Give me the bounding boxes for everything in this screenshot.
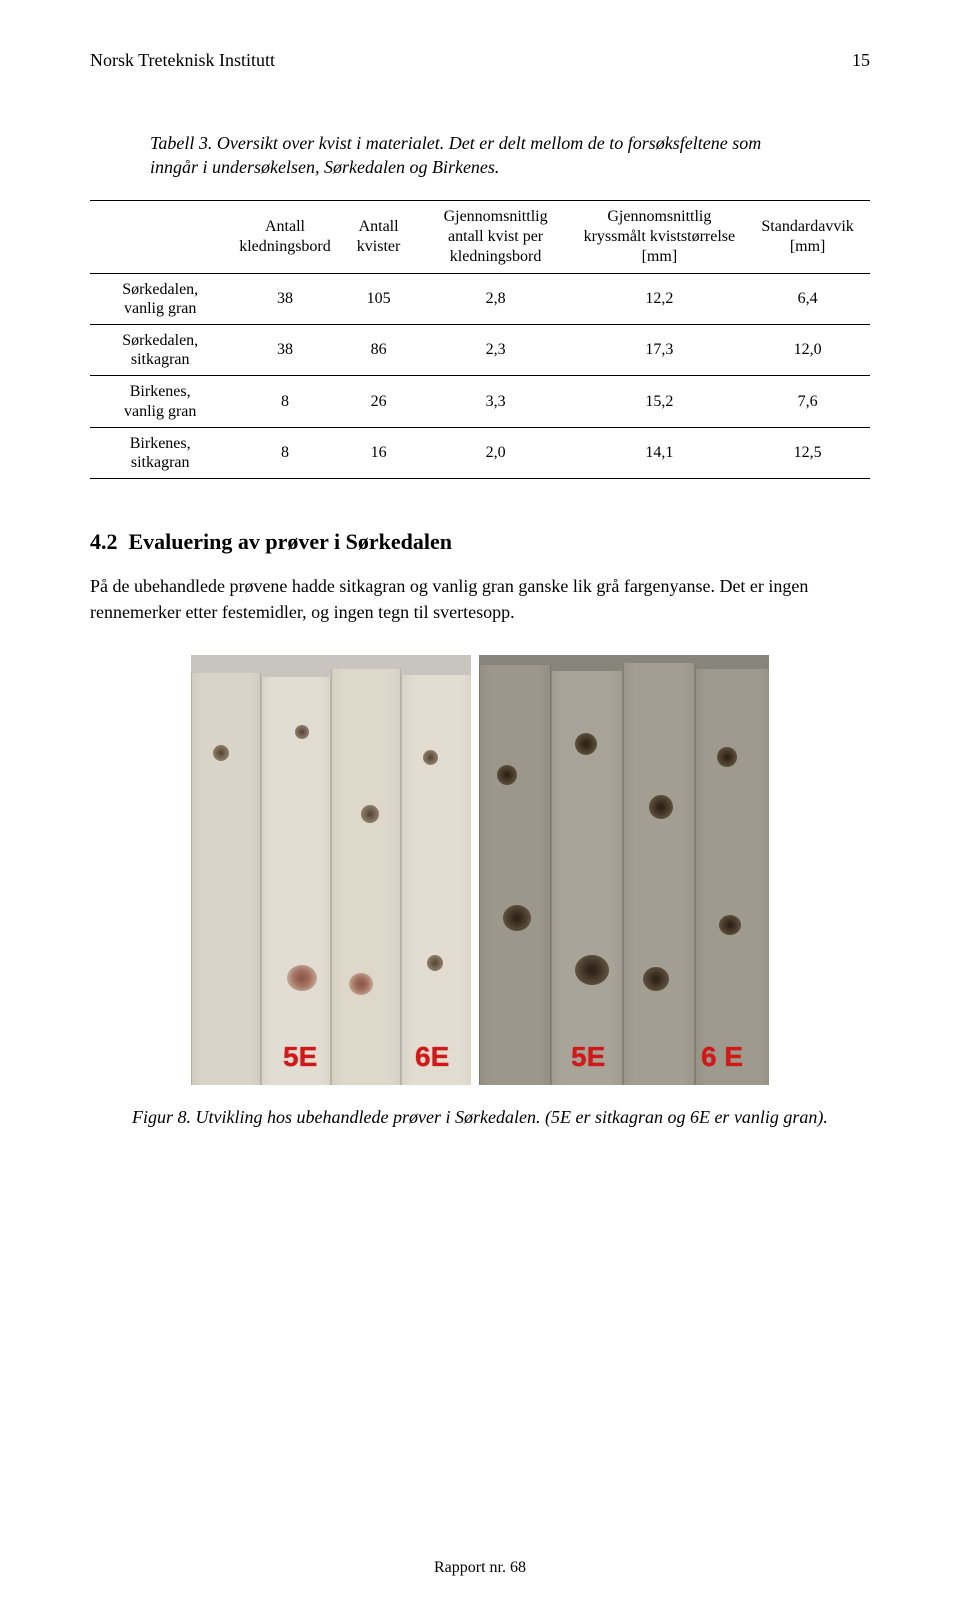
plank (331, 669, 401, 1085)
plank-label: 5E (283, 1041, 317, 1073)
cell: 16 (340, 427, 418, 478)
cell: 17,3 (574, 324, 746, 375)
section-heading: 4.2 Evaluering av prøver i Sørkedalen (90, 529, 870, 555)
plank-label: 5E (571, 1041, 605, 1073)
col-kledningsbord: Antall kledningsbord (230, 200, 339, 273)
cell: 8 (230, 376, 339, 427)
cell: 2,0 (418, 427, 574, 478)
cell: 12,5 (745, 427, 870, 478)
row-label: Birkenes,sitkagran (90, 427, 230, 478)
table-row: Sørkedalen,sitkagran 38 86 2,3 17,3 12,0 (90, 324, 870, 375)
plank-label: 6E (415, 1041, 449, 1073)
cell: 12,0 (745, 324, 870, 375)
cell: 38 (230, 324, 339, 375)
table-header-row: Antall kledningsbord Antall kvister Gjen… (90, 200, 870, 273)
cell: 14,1 (574, 427, 746, 478)
col-avg-kvist: Gjennomsnittlig antall kvist per klednin… (418, 200, 574, 273)
cell: 26 (340, 376, 418, 427)
cell: 8 (230, 427, 339, 478)
cell: 15,2 (574, 376, 746, 427)
cell: 2,3 (418, 324, 574, 375)
col-stddev: Standardavvik [mm] (745, 200, 870, 273)
plank-label: 6 E (701, 1041, 743, 1073)
col-blank (90, 200, 230, 273)
section-body: På de ubehandlede prøvene hadde sitkagra… (90, 573, 870, 625)
plank (479, 665, 551, 1085)
section-title: Evaluering av prøver i Sørkedalen (129, 529, 453, 554)
cell: 38 (230, 273, 339, 324)
figure-caption: Figur 8. Utvikling hos ubehandlede prøve… (90, 1105, 870, 1129)
cell: 86 (340, 324, 418, 375)
page-footer: Rapport nr. 68 (0, 1559, 960, 1577)
plank (695, 669, 769, 1085)
cell: 7,6 (745, 376, 870, 427)
photo-left: 5E 6E (191, 655, 471, 1085)
plank (261, 677, 331, 1085)
cell: 105 (340, 273, 418, 324)
cell: 6,4 (745, 273, 870, 324)
kvist-table: Antall kledningsbord Antall kvister Gjen… (90, 200, 870, 480)
photo-right: 5E 6 E (479, 655, 769, 1085)
cell: 2,8 (418, 273, 574, 324)
plank (191, 673, 261, 1085)
col-kvister: Antall kvister (340, 200, 418, 273)
cell: 3,3 (418, 376, 574, 427)
col-kviststorrelse: Gjennomsnittlig kryssmålt kviststørrelse… (574, 200, 746, 273)
table-caption: Tabell 3. Oversikt over kvist i material… (150, 131, 790, 180)
figure-photos: 5E 6E 5E 6 E (90, 655, 870, 1085)
cell: 12,2 (574, 273, 746, 324)
plank (623, 663, 695, 1085)
plank (401, 675, 471, 1085)
row-label: Sørkedalen,sitkagran (90, 324, 230, 375)
section-number: 4.2 (90, 529, 118, 554)
table-row: Sørkedalen,vanlig gran 38 105 2,8 12,2 6… (90, 273, 870, 324)
page-header: Norsk Treteknisk Institutt 15 (90, 50, 870, 71)
header-left: Norsk Treteknisk Institutt (90, 50, 275, 71)
row-label: Birkenes,vanlig gran (90, 376, 230, 427)
table-row: Birkenes,sitkagran 8 16 2,0 14,1 12,5 (90, 427, 870, 478)
row-label: Sørkedalen,vanlig gran (90, 273, 230, 324)
header-right: 15 (852, 50, 870, 71)
table-row: Birkenes,vanlig gran 8 26 3,3 15,2 7,6 (90, 376, 870, 427)
